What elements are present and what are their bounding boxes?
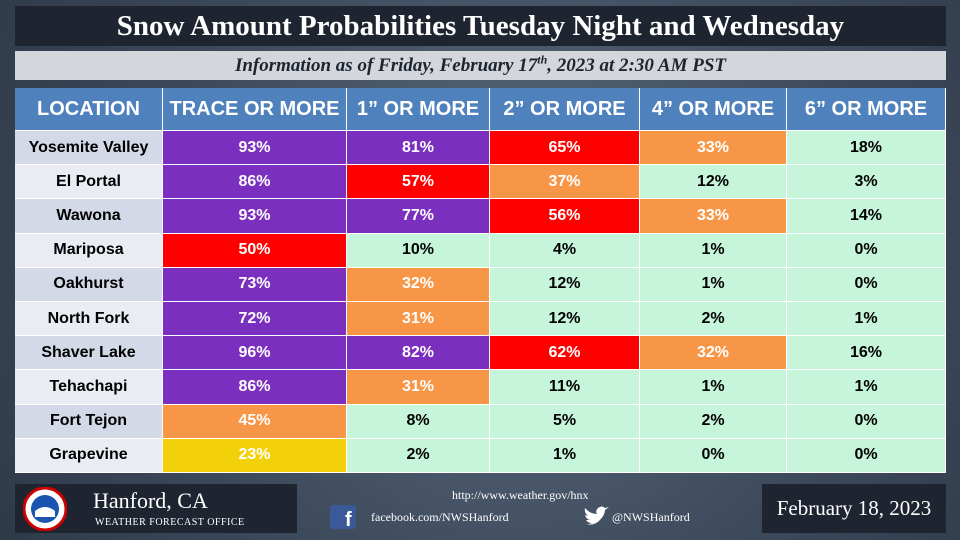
value-cell: 33% (640, 199, 787, 234)
website[interactable]: http://www.weather.gov/hnx (452, 488, 589, 502)
location-cell: Oakhurst (15, 267, 163, 302)
location-cell: Mariposa (15, 233, 163, 268)
value-cell: 73% (163, 267, 347, 302)
value-cell: 8% (347, 404, 490, 439)
logo (23, 487, 67, 531)
value-cell: 2% (640, 404, 787, 439)
value-cell: 10% (347, 233, 490, 268)
title: Snow Amount Probabilities Tuesday Night … (15, 6, 946, 46)
value-cell: 37% (490, 165, 640, 200)
value-cell: 11% (490, 370, 640, 405)
location-cell: Fort Tejon (15, 404, 163, 439)
location-cell: North Fork (15, 302, 163, 337)
subtitle-text: Information as of Friday, February 17 (234, 55, 538, 76)
office-name: Hanford, CA (93, 488, 208, 513)
value-cell: 4% (490, 233, 640, 268)
value-cell: 33% (640, 131, 787, 166)
location-cell: Wawona (15, 199, 163, 234)
value-cell: 65% (490, 131, 640, 166)
value-cell: 18% (787, 131, 946, 166)
value-cell: 16% (787, 336, 946, 371)
value-cell: 82% (347, 336, 490, 371)
facebook[interactable]: facebook.com/NWSHanford (371, 510, 509, 524)
header-cell: 6” OR MORE (787, 88, 946, 131)
value-cell: 77% (347, 199, 490, 234)
value-cell: 23% (163, 438, 347, 473)
value-cell: 56% (490, 199, 640, 234)
value-cell: 86% (163, 370, 347, 405)
value-cell: 31% (347, 302, 490, 337)
value-cell: 45% (163, 404, 347, 439)
value-cell: 12% (490, 267, 640, 302)
value-cell: 5% (490, 404, 640, 439)
office-box: Hanford, CA WEATHER FORECAST OFFICE (15, 484, 297, 533)
office-sub: WEATHER FORECAST OFFICE (95, 517, 245, 528)
location-cell: Tehachapi (15, 370, 163, 405)
value-cell: 32% (347, 267, 490, 302)
header-cell: 1” OR MORE (347, 88, 490, 131)
value-cell: 50% (163, 233, 347, 268)
value-cell: 2% (347, 438, 490, 473)
value-cell: 93% (163, 199, 347, 234)
location-cell: Grapevine (15, 438, 163, 473)
location-cell: Yosemite Valley (15, 131, 163, 166)
value-cell: 14% (787, 199, 946, 234)
subtitle-text: , 2023 at 2:30 AM PST (547, 55, 727, 76)
value-cell: 86% (163, 165, 347, 200)
value-cell: 1% (787, 302, 946, 337)
value-cell: 0% (640, 438, 787, 473)
value-cell: 1% (640, 233, 787, 268)
header-cell: 2” OR MORE (490, 88, 640, 131)
value-cell: 0% (787, 438, 946, 473)
value-cell: 0% (787, 233, 946, 268)
header-cell: 4” OR MORE (640, 88, 787, 131)
value-cell: 0% (787, 404, 946, 439)
value-cell: 57% (347, 165, 490, 200)
date: February 18, 2023 (762, 484, 946, 533)
value-cell: 72% (163, 302, 347, 337)
value-cell: 81% (347, 131, 490, 166)
value-cell: 62% (490, 336, 640, 371)
location-cell: El Portal (15, 165, 163, 200)
value-cell: 96% (163, 336, 347, 371)
value-cell: 3% (787, 165, 946, 200)
header-cell: TRACE OR MORE (163, 88, 347, 131)
value-cell: 1% (490, 438, 640, 473)
value-cell: 12% (490, 302, 640, 337)
value-cell: 32% (640, 336, 787, 371)
value-cell: 0% (787, 267, 946, 302)
value-cell: 31% (347, 370, 490, 405)
value-cell: 12% (640, 165, 787, 200)
subtitle: Information as of Friday, February 17th,… (15, 51, 946, 80)
facebook-icon: f (330, 505, 356, 529)
subtitle-sup: th (537, 52, 548, 67)
value-cell: 1% (787, 370, 946, 405)
value-cell: 1% (640, 267, 787, 302)
value-cell: 2% (640, 302, 787, 337)
header-cell: LOCATION (15, 88, 163, 131)
value-cell: 1% (640, 370, 787, 405)
svg-text:f: f (345, 509, 352, 529)
twitter-icon (584, 506, 609, 525)
location-cell: Shaver Lake (15, 336, 163, 371)
value-cell: 93% (163, 131, 347, 166)
twitter[interactable]: @NWSHanford (612, 510, 690, 524)
